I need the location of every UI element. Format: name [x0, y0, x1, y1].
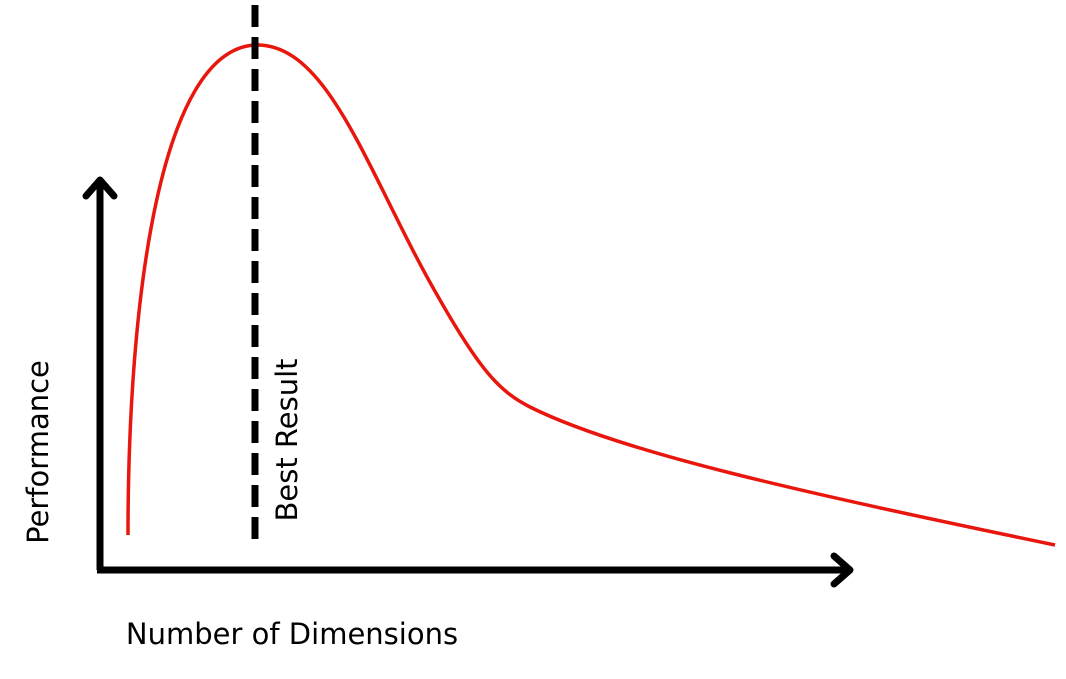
y-axis-arrowhead	[82, 176, 118, 200]
performance-curve	[126, 43, 1056, 547]
y-axis-label: Performance	[21, 360, 55, 544]
x-axis-arrowhead	[830, 552, 854, 588]
best-result-label: Best Result	[270, 358, 304, 521]
x-axis-label: Number of Dimensions	[126, 617, 458, 651]
